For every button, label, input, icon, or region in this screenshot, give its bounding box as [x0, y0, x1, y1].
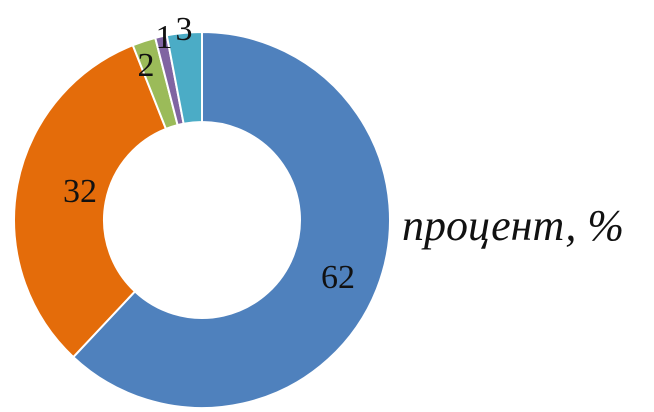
slice-label-3: 3: [176, 11, 193, 48]
donut-slice-32: [13, 43, 168, 359]
slice-label-62: 62: [321, 259, 355, 296]
donut-slice-3: [165, 30, 203, 125]
donut-slice-62: [71, 30, 391, 409]
slice-label-32: 32: [63, 173, 97, 210]
slice-label-2: 2: [138, 47, 155, 84]
slice-label-1: 1: [156, 19, 173, 56]
chart-title: процент, %: [402, 201, 624, 250]
